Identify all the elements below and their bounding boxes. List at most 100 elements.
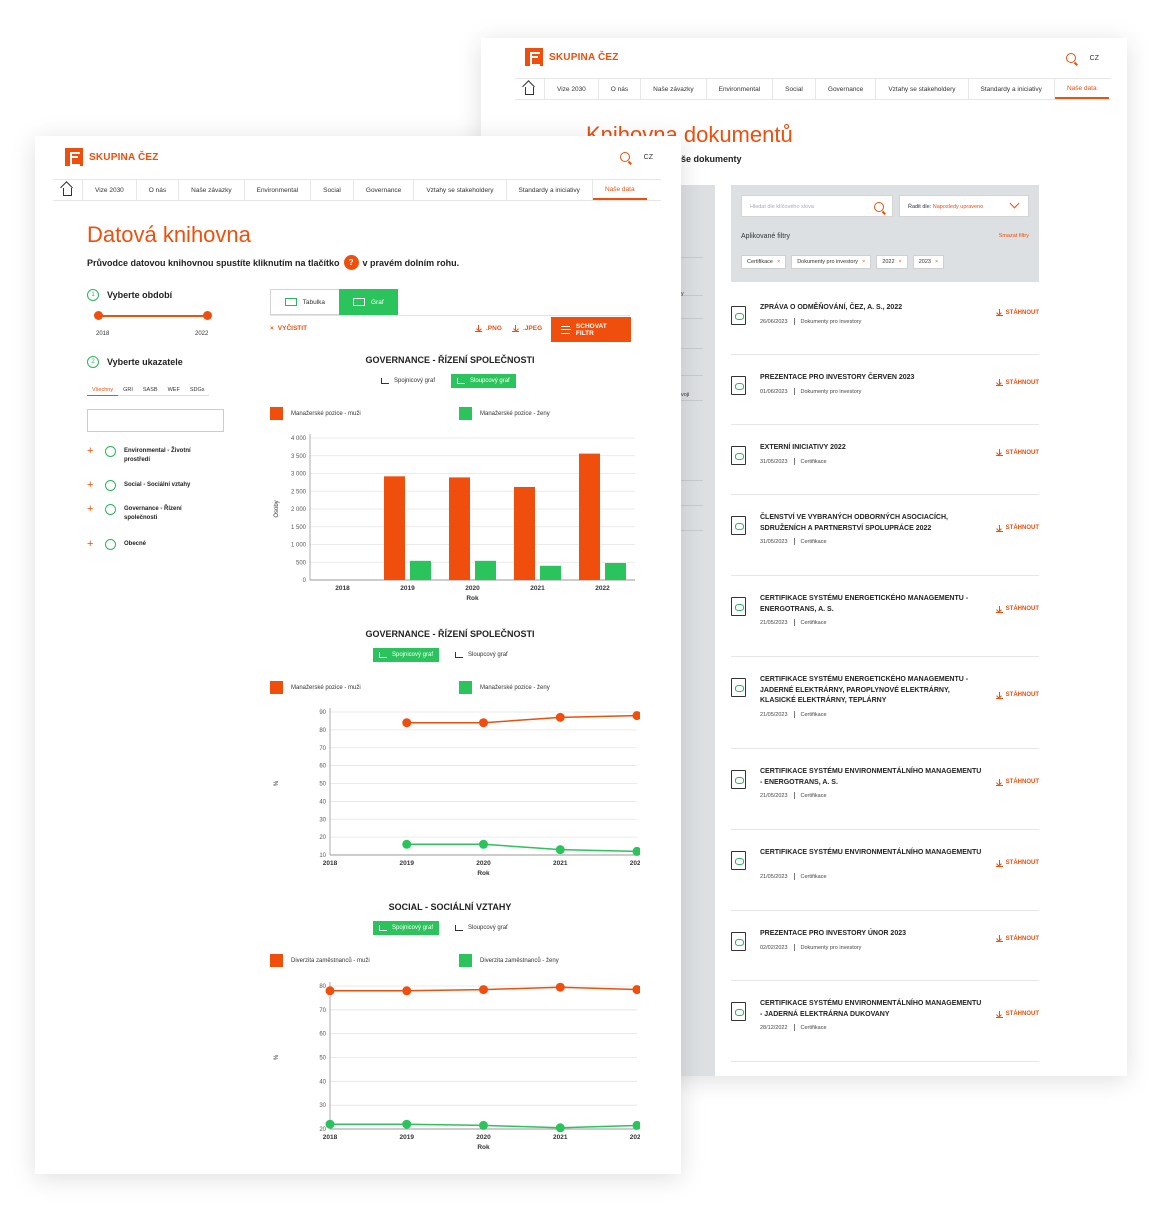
nav-item[interactable]: Standardy a iniciativy	[969, 79, 1055, 99]
nav-item[interactable]: Social	[311, 180, 354, 200]
document-item[interactable]: EXTERNÍ INICIATIVY 2022 31/05/2023 Certifi…	[731, 425, 1039, 495]
data-point[interactable]	[402, 1119, 412, 1129]
nav-item[interactable]: Naše závazky	[641, 79, 707, 99]
document-title[interactable]: PREZENTACE PRO INVESTORY ČERVEN 2023	[760, 374, 915, 381]
document-item[interactable]: ČLENSTVÍ VE VYBRANÝCH ODBORNÝCH ASOCIACÍ…	[731, 495, 1039, 576]
bar[interactable]	[579, 453, 600, 580]
period-slider-handle-end[interactable]	[203, 311, 212, 320]
nav-item[interactable]: Environmental	[707, 79, 774, 99]
plus-icon[interactable]: +	[87, 479, 94, 491]
filter-chip[interactable]: Dokumenty pro investory ×	[791, 255, 872, 269]
download-button[interactable]: STÁHNOUT	[995, 309, 1039, 317]
document-title[interactable]: ZPRÁVA O ODMĚŇOVÁNÍ, ČEZ, A. S., 2022	[760, 304, 903, 311]
document-title[interactable]: CERTIFIKACE SYSTÉMU ENVIRONMENTÁLNÍHO MA…	[760, 849, 982, 856]
download-png-button[interactable]: .PNG	[475, 325, 502, 332]
bar[interactable]	[475, 560, 496, 580]
toggle-bar-chart[interactable]: Sloupcový graf	[449, 921, 514, 935]
filter-chip[interactable]: 2023 ×	[912, 255, 945, 269]
data-point[interactable]	[632, 1120, 641, 1130]
data-point[interactable]	[402, 718, 412, 728]
indicator-item[interactable]: + Governance - Řízení společnosti	[87, 503, 227, 523]
indicator-item[interactable]: + Environmental - Životní prostředí	[87, 445, 227, 465]
download-button[interactable]: STÁHNOUT	[995, 691, 1039, 699]
data-point[interactable]	[632, 985, 641, 995]
document-item[interactable]: CERTIFIKACE SYSTÉMU ENERGETICKÉHO MANAGE…	[731, 576, 1039, 657]
clear-filters-link[interactable]: Smazat filtry	[998, 233, 1029, 239]
document-item[interactable]: CERTIFIKACE SYSTÉMU ENVIRONMENTÁLNÍHO MA…	[731, 749, 1039, 830]
nav-item[interactable]: Vztahy se stakeholdery	[876, 79, 969, 99]
bar[interactable]	[410, 560, 431, 580]
document-item[interactable]: CERTIFIKACE SYSTÉMU ENVIRONMENTÁLNÍHO MA…	[731, 830, 1039, 911]
data-point[interactable]	[555, 712, 565, 722]
nav-item[interactable]: O nás	[137, 180, 180, 200]
data-point[interactable]	[555, 982, 565, 992]
remove-icon[interactable]: ×	[776, 259, 781, 265]
toggle-bar-chart[interactable]: Sloupcový graf	[451, 374, 516, 388]
download-button[interactable]: STÁHNOUT	[995, 859, 1039, 867]
indicator-tab[interactable]: Všechny	[87, 385, 119, 396]
indicator-item[interactable]: + Obecné	[87, 539, 227, 550]
help-button[interactable]: ?	[343, 255, 359, 270]
indicator-tab[interactable]: GRI	[118, 385, 138, 396]
document-title[interactable]: ČLENSTVÍ VE VYBRANÝCH ODBORNÝCH ASOCIACÍ…	[760, 514, 948, 532]
nav-item[interactable]: Naše závazky	[179, 180, 245, 200]
data-point[interactable]	[402, 839, 412, 849]
logo[interactable]: SKUPINA ČEZ	[525, 48, 619, 66]
document-title[interactable]: CERTIFIKACE SYSTÉMU ENVIRONMENTÁLNÍHO MA…	[760, 1000, 982, 1018]
nav-item[interactable]: Vize 2030	[83, 180, 137, 200]
data-point[interactable]	[325, 1119, 335, 1129]
download-button[interactable]: STÁHNOUT	[995, 605, 1039, 613]
document-item[interactable]: CERTIFIKACE SYSTÉMU ENERGETICKÉHO MANAGE…	[731, 657, 1039, 749]
data-point[interactable]	[479, 839, 488, 849]
document-title[interactable]: EXTERNÍ INICIATIVY 2022	[760, 444, 846, 451]
search-icon[interactable]	[1065, 53, 1076, 63]
remove-icon[interactable]: ×	[898, 259, 902, 265]
document-title[interactable]: CERTIFIKACE SYSTÉMU ENVIRONMENTÁLNÍHO MA…	[760, 768, 982, 786]
search-input[interactable]: Hledat dle klíčového slova	[741, 195, 893, 217]
sort-select[interactable]: Řadit dle: Naposledy upraveno	[899, 195, 1029, 217]
bar[interactable]	[605, 562, 626, 580]
language-select[interactable]: CZ	[643, 153, 653, 161]
data-point[interactable]	[479, 1120, 488, 1130]
download-button[interactable]: STÁHNOUT	[995, 935, 1039, 943]
toggle-line-chart[interactable]: Spojnicový graf	[375, 374, 441, 388]
nav-item[interactable]: Governance	[816, 79, 877, 99]
plus-icon[interactable]: +	[87, 503, 94, 515]
search-icon[interactable]	[874, 202, 884, 212]
data-point[interactable]	[555, 845, 565, 855]
indicator-item[interactable]: + Social - Sociální vztahy	[87, 479, 227, 491]
document-item[interactable]: PREZENTACE PRO INVESTORY ČERVEN 2023 01/0…	[731, 355, 1039, 425]
indicator-tab[interactable]: SDGs	[184, 385, 210, 396]
nav-item[interactable]: Vztahy se stakeholdery	[414, 180, 507, 200]
bar[interactable]	[449, 477, 470, 580]
period-slider-handle-start[interactable]	[94, 311, 103, 320]
indicator-search-input[interactable]	[87, 409, 224, 432]
nav-item[interactable]: Standardy a iniciativy	[507, 180, 593, 200]
document-item[interactable]: CERTIFIKACE SYSTÉMU ENVIRONMENTÁLNÍHO MA…	[731, 981, 1039, 1062]
nav-item[interactable]: Environmental	[245, 180, 312, 200]
download-button[interactable]: STÁHNOUT	[995, 449, 1039, 457]
indicator-tab[interactable]: WEF	[162, 385, 185, 396]
data-point[interactable]	[632, 846, 641, 856]
remove-icon[interactable]: ×	[934, 259, 939, 265]
bar[interactable]	[514, 486, 535, 580]
tab-table[interactable]: Tabulka	[270, 289, 340, 315]
period-slider-track[interactable]	[98, 315, 208, 317]
document-item[interactable]: ZPRÁVA O ODMĚŇOVÁNÍ, ČEZ, A. S., 2022 26/…	[731, 285, 1039, 355]
data-point[interactable]	[479, 985, 488, 995]
tab-chart[interactable]: Graf	[339, 289, 398, 315]
nav-item[interactable]: Social	[773, 79, 816, 99]
plus-icon[interactable]: +	[87, 445, 94, 457]
search-icon[interactable]	[619, 152, 630, 162]
data-point[interactable]	[632, 711, 641, 721]
filter-chip[interactable]: 2022 ×	[876, 255, 908, 269]
language-select[interactable]: CZ	[1089, 54, 1099, 62]
data-point[interactable]	[555, 1123, 565, 1133]
document-title[interactable]: CERTIFIKACE SYSTÉMU ENERGETICKÉHO MANAGE…	[760, 676, 969, 704]
toggle-bar-chart[interactable]: Sloupcový graf	[449, 648, 514, 662]
document-title[interactable]: PREZENTACE PRO INVESTORY ÚNOR 2023	[760, 930, 906, 937]
toggle-line-chart[interactable]: Spojnicový graf	[373, 921, 440, 935]
download-button[interactable]: STÁHNOUT	[995, 524, 1039, 532]
filter-chip[interactable]: Certifikace ×	[741, 255, 787, 269]
nav-item[interactable]: Naše data	[592, 180, 647, 200]
